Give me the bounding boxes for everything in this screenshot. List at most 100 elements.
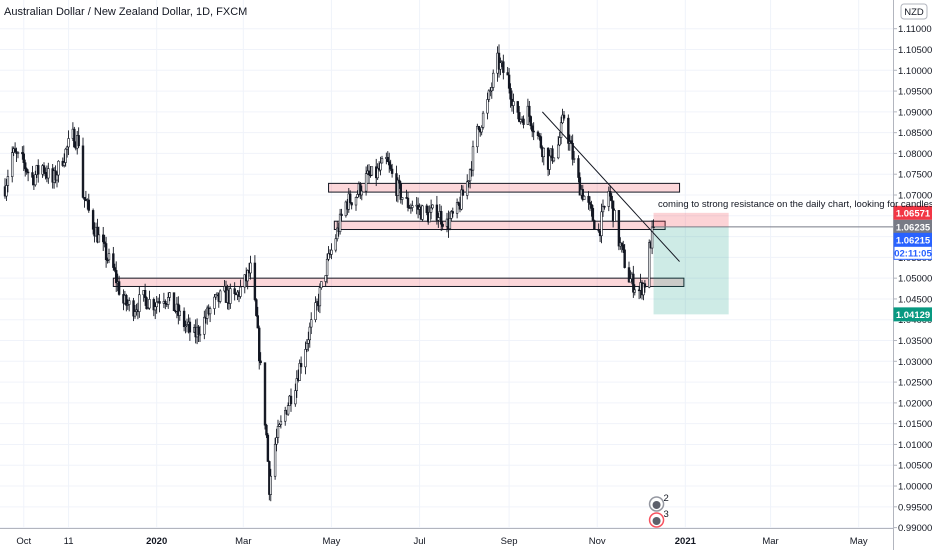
candle-body <box>63 162 66 166</box>
candle <box>31 165 34 186</box>
candle-body <box>457 202 460 205</box>
candle-body <box>132 300 135 317</box>
candle <box>409 203 413 214</box>
candle-body <box>249 262 252 274</box>
candle-body <box>103 241 106 244</box>
position-risk-zone[interactable] <box>653 212 729 227</box>
candle <box>643 280 647 293</box>
candle <box>256 306 259 329</box>
candle-body <box>152 299 155 311</box>
candle-body <box>286 405 290 415</box>
currency-badge[interactable]: NZD <box>900 3 928 20</box>
candle <box>11 146 14 183</box>
candle <box>125 293 128 312</box>
time-tick-label: Sep <box>501 536 518 547</box>
candle <box>330 243 333 260</box>
price-tick-label: 1.01000 <box>898 440 932 451</box>
candle-body <box>613 210 616 222</box>
candle-body <box>476 125 479 148</box>
candle <box>633 284 636 296</box>
candle <box>399 181 402 204</box>
event-markers[interactable]: 23 <box>648 493 669 528</box>
candle <box>168 291 171 302</box>
candle-body <box>448 218 452 230</box>
candle-body <box>499 62 502 70</box>
position-reward-zone[interactable] <box>653 226 729 315</box>
candle-body <box>246 270 249 282</box>
candle <box>480 125 483 136</box>
candle <box>455 198 459 219</box>
candle <box>431 204 434 210</box>
candle-body <box>587 195 590 203</box>
candle-body <box>406 197 410 208</box>
candle-body <box>26 171 30 174</box>
candle <box>588 196 592 212</box>
candle-body <box>617 210 621 247</box>
price-tag: 1.06235 <box>893 219 932 234</box>
short-position-tool[interactable] <box>653 212 893 315</box>
candle <box>103 234 106 248</box>
candle <box>542 147 545 166</box>
candle <box>138 286 141 318</box>
time-axis[interactable]: Oct 11 2020 Mar May Jul Sep Nov 2021 Mar May <box>16 536 868 547</box>
trendline[interactable] <box>541 111 680 262</box>
candle <box>406 192 410 212</box>
resistance-zones[interactable] <box>112 182 685 287</box>
candle-body <box>299 363 303 368</box>
resistance-zone-3[interactable] <box>112 277 685 287</box>
price-tag-label: 1.06571 <box>896 208 931 219</box>
candle <box>623 244 626 269</box>
candle <box>318 283 322 314</box>
candle-body <box>507 74 511 89</box>
time-tick-label: Oct <box>16 536 31 547</box>
candle <box>276 419 280 444</box>
candle-body <box>539 136 543 148</box>
candle-body <box>305 343 309 350</box>
candle <box>83 197 86 208</box>
candle <box>81 137 85 199</box>
event-marker[interactable]: 3 <box>648 509 669 528</box>
candle <box>471 140 475 177</box>
candle-body <box>31 172 34 178</box>
candle-body <box>489 90 492 92</box>
trendline-group[interactable] <box>541 111 680 262</box>
candle <box>91 208 95 235</box>
time-tick-label: Nov <box>589 536 606 547</box>
candle <box>567 114 570 151</box>
candle <box>325 253 329 284</box>
candle <box>34 170 37 187</box>
candle <box>389 159 392 172</box>
candle <box>167 292 170 309</box>
candle <box>284 406 287 426</box>
candle <box>652 219 655 229</box>
candle <box>597 223 600 233</box>
resistance-zone-1[interactable] <box>328 182 681 193</box>
candle <box>468 168 472 189</box>
candle <box>148 290 151 310</box>
candle <box>324 275 327 287</box>
candle-body <box>213 296 216 309</box>
candle-body <box>542 147 545 158</box>
candle-body <box>603 205 606 208</box>
candle-body <box>97 234 101 243</box>
candle-body <box>578 177 582 196</box>
event-marker[interactable]: 2 <box>648 493 669 512</box>
candle-body <box>87 199 90 211</box>
resistance-zone-2[interactable] <box>333 220 666 231</box>
price-tick-label: 1.05000 <box>898 274 932 285</box>
candle-body <box>25 168 28 173</box>
candle <box>370 166 374 177</box>
candle <box>497 44 501 78</box>
candle <box>440 205 443 232</box>
candle <box>294 383 297 407</box>
candle-series <box>3 44 655 502</box>
candle-body <box>178 310 181 316</box>
candle <box>632 265 635 298</box>
candle-body <box>623 249 626 268</box>
candle <box>154 302 157 320</box>
candle-body <box>208 308 212 315</box>
candle-body <box>266 434 270 462</box>
price-tick-label: 1.08000 <box>898 149 932 160</box>
candle-body <box>610 195 613 202</box>
